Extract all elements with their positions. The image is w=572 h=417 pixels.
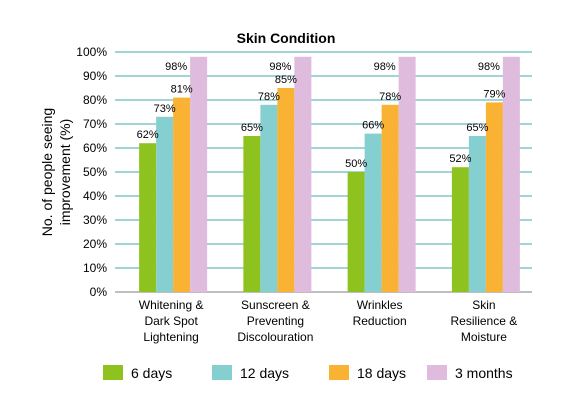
y-tick-label: 40% — [83, 189, 107, 203]
data-label: 52% — [449, 153, 471, 165]
data-label: 98% — [478, 61, 500, 73]
category-label: Whitening & — [139, 298, 204, 312]
data-label: 78% — [258, 91, 280, 103]
bar-3-2 — [277, 88, 295, 292]
bars — [139, 56, 520, 293]
y-tick-label: 0% — [90, 285, 108, 299]
x-axis-categories: Whitening & Dark Spot Lightening Sunscreen … — [139, 298, 517, 344]
data-label: 98% — [165, 61, 187, 73]
legend-label: 18 days — [357, 365, 406, 381]
category-label: Resilience & — [451, 314, 518, 328]
y-axis-ticks: 0% 10% 20% 30% 40% 50% 60% 70% 80% 90% 100% — [76, 45, 107, 299]
data-label: 81% — [171, 84, 193, 96]
category-label: Discolouration — [237, 330, 313, 344]
bar-2-4 — [468, 136, 486, 292]
y-tick-label: 10% — [83, 261, 107, 275]
legend-label: 12 days — [240, 365, 289, 381]
y-tick-label: 100% — [76, 45, 107, 59]
bar-2-2 — [260, 104, 278, 292]
bar-1-1 — [139, 143, 157, 292]
category-label: Preventing — [247, 314, 304, 328]
y-tick-label: 70% — [83, 117, 107, 131]
y-tick-label: 80% — [83, 93, 107, 107]
y-tick-label: 20% — [83, 237, 107, 251]
category-label: Sunscreen & — [241, 298, 310, 312]
bar-3-1 — [173, 97, 191, 292]
bar-4-4 — [502, 56, 520, 292]
bar-1-4 — [451, 167, 469, 292]
category-label: Reduction — [353, 314, 407, 328]
category-label: Lightening — [143, 330, 198, 344]
bar-3-4 — [485, 102, 503, 293]
data-label: 62% — [137, 129, 159, 141]
legend-swatch — [212, 365, 232, 380]
y-tick-label: 30% — [83, 213, 107, 227]
legend-swatch — [427, 365, 447, 380]
data-label: 98% — [269, 61, 291, 73]
data-label: 65% — [466, 122, 488, 134]
y-tick-label: 50% — [83, 165, 107, 179]
data-labels: 62%73%81%98%65%78%85%98%50%66%78%98%52%6… — [137, 61, 506, 170]
bar-4-2 — [294, 56, 312, 292]
category-label: Dark Spot — [144, 314, 198, 328]
legend-label: 6 days — [131, 365, 172, 381]
legend-swatch — [103, 365, 123, 380]
data-label: 79% — [483, 88, 505, 100]
category-label: Wrinkles — [357, 298, 403, 312]
data-label: 98% — [374, 61, 396, 73]
data-label: 66% — [362, 120, 384, 132]
legend-label: 3 months — [455, 365, 513, 381]
legend: 6 days 12 days 18 days 3 months — [103, 365, 513, 381]
data-label: 50% — [345, 158, 367, 170]
data-label: 65% — [241, 122, 263, 134]
bar-3-3 — [381, 104, 399, 292]
y-axis-title: No. of people seeing improvement (%) — [39, 108, 73, 236]
chart-title: Skin Condition — [237, 30, 336, 46]
category-label: Moisture — [461, 330, 507, 344]
legend-swatch — [329, 365, 349, 380]
y-tick-label: 60% — [83, 141, 107, 155]
y-axis-label: No. of people seeing — [39, 108, 55, 236]
bar-1-3 — [347, 172, 365, 292]
bar-4-1 — [190, 56, 208, 292]
data-label: 73% — [154, 103, 176, 115]
bar-1-2 — [243, 136, 261, 292]
y-tick-label: 90% — [83, 69, 107, 83]
data-label: 78% — [379, 91, 401, 103]
data-label: 85% — [275, 74, 297, 86]
bar-4-3 — [398, 56, 416, 292]
bar-2-1 — [156, 116, 174, 292]
bar-2-3 — [364, 133, 382, 292]
category-label: Skin — [472, 298, 495, 312]
y-axis-label: improvement (%) — [57, 119, 73, 226]
